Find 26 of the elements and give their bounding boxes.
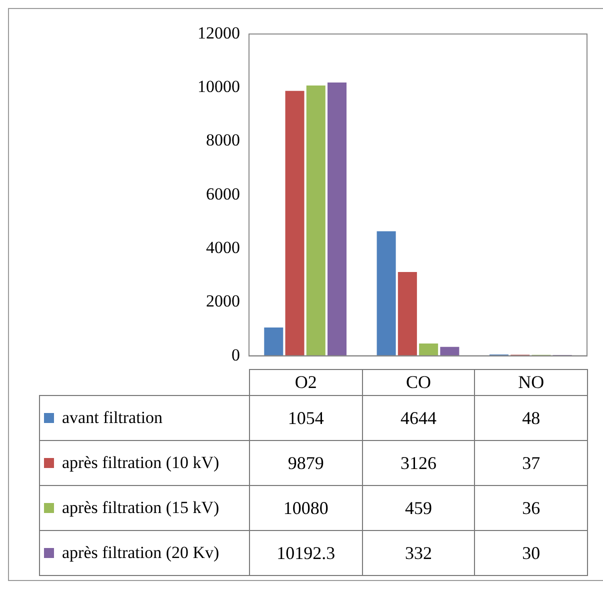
data-label: 10080 xyxy=(250,486,362,530)
x-tick-label: O2 xyxy=(250,370,362,396)
y-tick-label: 0 xyxy=(232,345,240,364)
legend-label: après filtration (20 Kv) xyxy=(62,543,220,563)
x-tick-label: CO xyxy=(362,370,475,396)
data-label: 3126 xyxy=(362,440,475,486)
data-label: 4644 xyxy=(362,396,475,440)
x-tick-label: NO xyxy=(474,370,588,396)
data-label: 37 xyxy=(474,440,588,486)
data-label: 10192.3 xyxy=(250,530,362,576)
y-tick-label: 10000 xyxy=(198,77,240,96)
legend-label: avant filtration xyxy=(62,408,163,428)
y-tick-label: 8000 xyxy=(206,130,240,150)
data-label: 1054 xyxy=(250,396,362,440)
data-label: 9879 xyxy=(250,440,362,486)
y-tick-label: 12000 xyxy=(198,23,240,42)
y-tick-label: 6000 xyxy=(206,184,240,204)
y-tick-label: 2000 xyxy=(206,292,240,311)
data-label: 459 xyxy=(362,486,475,530)
data-label: 30 xyxy=(474,530,588,576)
legend-label: après filtration (15 kV) xyxy=(62,498,220,518)
y-tick-label: 4000 xyxy=(206,238,240,257)
data-label: 332 xyxy=(362,530,475,576)
data-label: 48 xyxy=(474,396,588,440)
legend-label: après filtration (10 kV) xyxy=(62,453,220,473)
data-label: 36 xyxy=(474,486,588,530)
